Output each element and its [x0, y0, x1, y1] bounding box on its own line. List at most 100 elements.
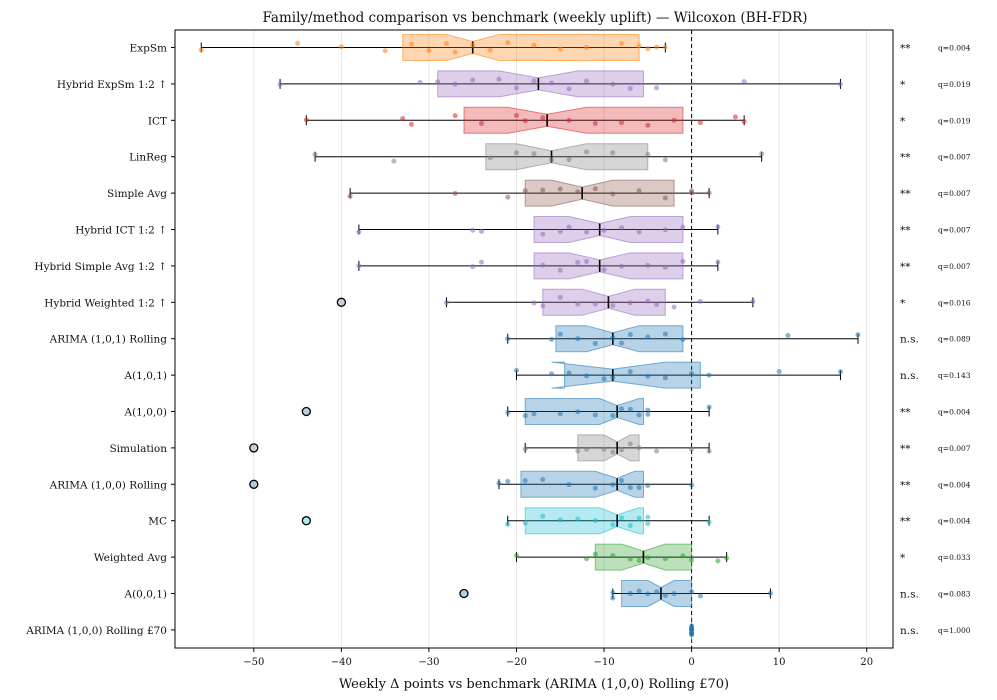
- significance-marker: *: [900, 552, 906, 564]
- outlier-point: [301, 406, 311, 417]
- y-tick-label: Simulation: [109, 443, 167, 455]
- data-point: [706, 519, 712, 525]
- y-tick-label: ARIMA (1,0,0) Rolling: [49, 479, 168, 491]
- data-point: [531, 300, 537, 306]
- q-value-label: q=1.000: [938, 626, 971, 635]
- q-value-label: q=0.007: [938, 262, 971, 271]
- data-point: [662, 331, 668, 337]
- data-point: [645, 521, 651, 527]
- data-point: [356, 263, 362, 269]
- data-point: [549, 157, 555, 163]
- notched-box: [524, 398, 644, 425]
- data-point: [575, 448, 581, 454]
- data-point: [627, 331, 633, 337]
- data-point: [575, 516, 581, 522]
- data-point: [601, 227, 607, 233]
- data-point: [645, 411, 651, 417]
- series-11: [249, 434, 712, 462]
- series-14: [513, 543, 730, 571]
- series-12: [249, 470, 695, 498]
- y-tick-label: A(1,0,0): [124, 407, 168, 419]
- data-point: [636, 515, 642, 521]
- data-point: [759, 151, 765, 157]
- data-point: [470, 264, 476, 270]
- data-point: [513, 553, 519, 559]
- data-point: [496, 480, 502, 486]
- data-point: [295, 40, 301, 46]
- data-point: [610, 191, 616, 197]
- outlier-point: [301, 516, 311, 526]
- q-value-label: q=0.007: [938, 444, 971, 453]
- data-point: [584, 149, 590, 155]
- y-tick-label: ARIMA (1,0,0) Rolling £70: [25, 625, 167, 637]
- significance-marker: **: [900, 407, 911, 419]
- data-point: [487, 155, 493, 161]
- outlier-point: [249, 443, 259, 453]
- significance-marker: n.s.: [900, 625, 919, 637]
- data-point: [671, 117, 677, 123]
- data-point: [531, 78, 537, 84]
- notched-box: [524, 179, 675, 207]
- data-point: [680, 337, 686, 343]
- data-point: [610, 553, 616, 559]
- data-point: [549, 336, 555, 342]
- data-point: [662, 157, 668, 163]
- data-point: [496, 76, 502, 82]
- notched-box: [542, 288, 666, 316]
- data-point: [732, 114, 738, 120]
- notched-box: [551, 361, 701, 389]
- data-point: [706, 190, 712, 196]
- plot-series: [198, 34, 861, 643]
- x-axis-label: Weekly Δ points vs benchmark (ARIMA (1,0…: [339, 677, 729, 692]
- data-point: [592, 485, 598, 491]
- data-point: [715, 259, 721, 265]
- data-point: [522, 413, 528, 419]
- data-point: [505, 478, 511, 484]
- data-point: [750, 299, 756, 305]
- data-point: [645, 334, 651, 340]
- data-point: [689, 557, 695, 563]
- data-point: [610, 81, 616, 87]
- series-2: [303, 106, 747, 134]
- significance-marker: n.s.: [900, 334, 919, 346]
- data-point: [566, 86, 572, 92]
- data-point: [575, 336, 581, 342]
- q-value-label: q=0.004: [938, 408, 971, 417]
- data-point: [549, 80, 555, 86]
- data-point: [531, 151, 537, 157]
- data-point: [566, 117, 572, 123]
- y-tick-label: Hybrid Weighted 1:2 ↑: [44, 297, 167, 309]
- data-point: [636, 484, 642, 490]
- data-point: [575, 259, 581, 265]
- data-point: [505, 336, 511, 342]
- data-point: [584, 556, 590, 562]
- y-tick-label: MC: [148, 516, 167, 528]
- data-point: [566, 370, 572, 376]
- data-point: [408, 121, 414, 127]
- q-value-label: q=0.007: [938, 189, 971, 198]
- y-tick-label: A(0,0,1): [124, 589, 168, 601]
- data-point: [505, 409, 511, 415]
- data-point: [619, 447, 625, 453]
- data-point: [662, 375, 668, 381]
- x-tick-label: −40: [331, 657, 352, 668]
- y-tick-label: A(1,0,1): [124, 370, 168, 382]
- data-point: [513, 367, 519, 373]
- data-point: [697, 593, 703, 599]
- series-4: [347, 179, 712, 207]
- data-point: [689, 446, 695, 452]
- data-point: [627, 556, 633, 562]
- notched-box: [520, 470, 644, 498]
- data-point: [487, 47, 493, 53]
- data-point: [619, 406, 625, 412]
- notched-box: [402, 34, 640, 61]
- data-point: [391, 158, 397, 164]
- outlier-point: [336, 297, 347, 307]
- q-value-label: q=0.019: [938, 116, 971, 125]
- data-point: [627, 441, 633, 447]
- data-point: [531, 411, 537, 417]
- data-point: [662, 592, 668, 598]
- data-point: [338, 44, 344, 50]
- data-point: [619, 41, 625, 47]
- data-point: [584, 229, 590, 235]
